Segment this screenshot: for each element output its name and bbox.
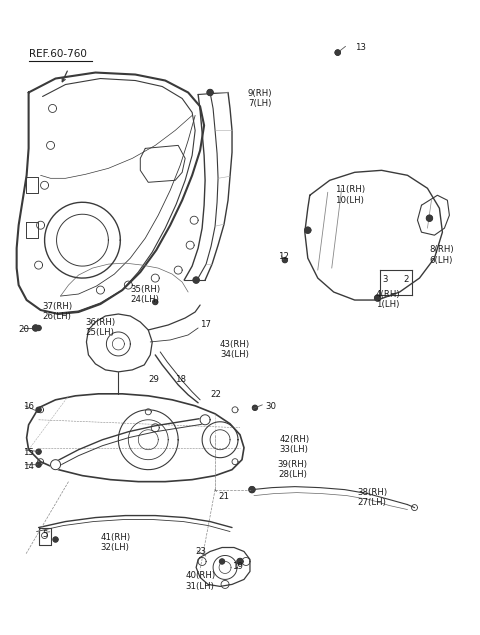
Text: 38(RH)
27(LH): 38(RH) 27(LH) bbox=[358, 488, 388, 507]
Text: 14: 14 bbox=[23, 462, 34, 471]
Text: 18: 18 bbox=[175, 375, 186, 384]
Polygon shape bbox=[36, 449, 41, 454]
Text: 3: 3 bbox=[383, 275, 388, 284]
Polygon shape bbox=[200, 415, 210, 425]
Text: 2: 2 bbox=[404, 275, 409, 284]
Polygon shape bbox=[53, 537, 58, 542]
Text: 4(RH)
1(LH): 4(RH) 1(LH) bbox=[376, 290, 400, 309]
Text: 23: 23 bbox=[195, 547, 206, 556]
Text: 36(RH)
25(LH): 36(RH) 25(LH) bbox=[85, 318, 116, 337]
Polygon shape bbox=[36, 407, 41, 412]
Polygon shape bbox=[50, 460, 60, 470]
Text: 20: 20 bbox=[19, 325, 30, 334]
Text: 29: 29 bbox=[148, 375, 159, 384]
Polygon shape bbox=[335, 50, 340, 55]
Text: 16: 16 bbox=[23, 402, 34, 411]
Polygon shape bbox=[426, 215, 432, 221]
Polygon shape bbox=[219, 559, 225, 564]
Text: 39(RH)
28(LH): 39(RH) 28(LH) bbox=[278, 460, 308, 479]
Text: 22: 22 bbox=[210, 390, 221, 399]
Polygon shape bbox=[36, 326, 41, 330]
Text: 8(RH)
6(LH): 8(RH) 6(LH) bbox=[430, 245, 454, 265]
Text: 19: 19 bbox=[232, 563, 243, 572]
Polygon shape bbox=[374, 295, 381, 301]
Polygon shape bbox=[252, 405, 257, 410]
Text: 35(RH)
24(LH): 35(RH) 24(LH) bbox=[130, 285, 160, 304]
Text: 5: 5 bbox=[43, 530, 48, 538]
Text: 12: 12 bbox=[278, 252, 289, 261]
Polygon shape bbox=[33, 325, 38, 331]
Text: 30: 30 bbox=[265, 402, 276, 411]
Text: 42(RH)
33(LH): 42(RH) 33(LH) bbox=[280, 435, 310, 454]
Polygon shape bbox=[193, 277, 199, 283]
Text: 40(RH)
31(LH): 40(RH) 31(LH) bbox=[185, 572, 216, 591]
Polygon shape bbox=[36, 462, 41, 467]
Polygon shape bbox=[237, 558, 243, 565]
Text: 37(RH)
26(LH): 37(RH) 26(LH) bbox=[43, 302, 72, 321]
Polygon shape bbox=[305, 227, 311, 233]
Polygon shape bbox=[153, 300, 158, 305]
Polygon shape bbox=[282, 258, 288, 263]
Polygon shape bbox=[207, 90, 213, 95]
Text: 13: 13 bbox=[355, 43, 366, 51]
Text: REF.60-760: REF.60-760 bbox=[29, 48, 86, 58]
Text: 17: 17 bbox=[200, 320, 211, 329]
Text: 15: 15 bbox=[23, 448, 34, 457]
Text: 21: 21 bbox=[218, 491, 229, 500]
Text: 41(RH)
32(LH): 41(RH) 32(LH) bbox=[100, 533, 131, 552]
Text: 9(RH)
7(LH): 9(RH) 7(LH) bbox=[248, 88, 273, 108]
Polygon shape bbox=[249, 486, 255, 493]
Text: 11(RH)
10(LH): 11(RH) 10(LH) bbox=[335, 185, 365, 204]
Polygon shape bbox=[335, 50, 340, 55]
Text: 43(RH)
34(LH): 43(RH) 34(LH) bbox=[220, 340, 250, 359]
